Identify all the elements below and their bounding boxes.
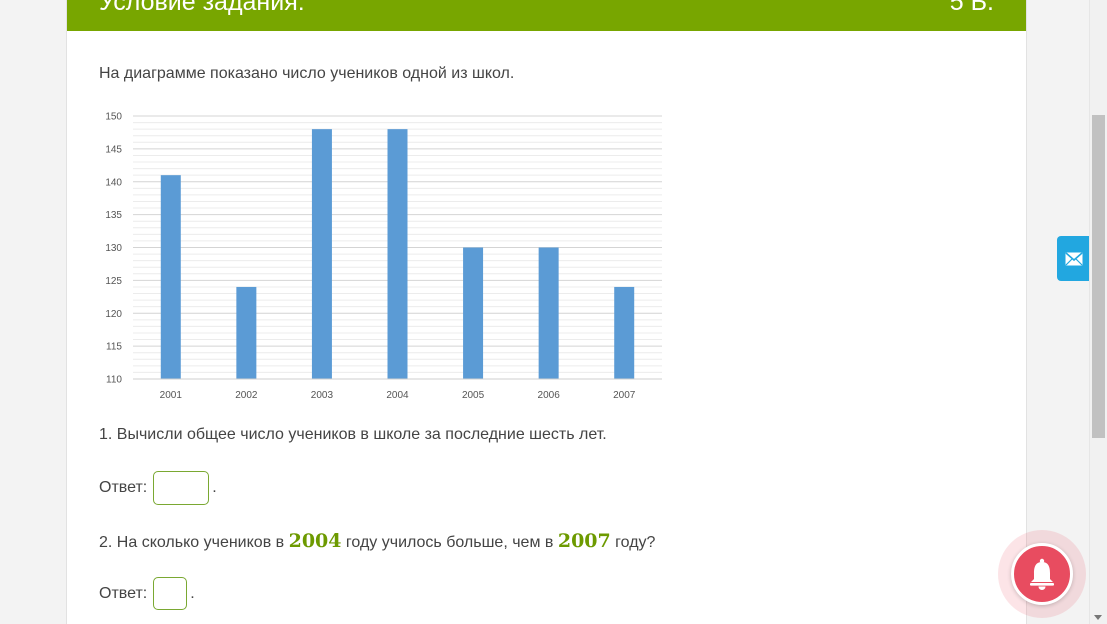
envelope-icon [1065, 251, 1083, 265]
answer-suffix-1: . [212, 479, 217, 496]
task-points: 5 Б. [949, 0, 994, 16]
question-2-after: году? [610, 534, 656, 551]
x-tick-label: 2007 [613, 390, 636, 401]
answer-row-1: Ответ: . [99, 471, 217, 505]
x-tick-label: 2001 [160, 390, 183, 401]
y-tick-label: 135 [105, 210, 122, 221]
task-title: Условие задания: [99, 0, 305, 16]
y-tick-label: 145 [105, 144, 122, 155]
answer-input-1[interactable] [153, 471, 210, 505]
bar [614, 286, 635, 379]
students-bar-chart: 110 115 120 125 130 135 140 145 150 2001 2002 2003 2… [105, 112, 662, 401]
bar [538, 247, 559, 379]
y-tick-label: 150 [105, 112, 122, 123]
notifications-halo [998, 530, 1086, 618]
bar [463, 247, 484, 379]
bar [387, 129, 408, 379]
y-tick-label: 120 [105, 309, 122, 320]
scrollbar-thumb[interactable] [1092, 115, 1105, 438]
scroll-down-arrow-icon[interactable] [1094, 615, 1102, 620]
question-1: 1. Вычисли общее число учеников в школе … [99, 426, 607, 443]
x-tick-label: 2002 [235, 390, 258, 401]
y-tick-label: 125 [105, 276, 122, 287]
bar [236, 286, 257, 379]
y-tick-label: 130 [105, 243, 122, 254]
feedback-mail-button[interactable] [1057, 236, 1091, 281]
question-2: 2. На сколько учеников в 2004 году учило… [99, 530, 655, 552]
answer-label-1: Ответ: [99, 479, 148, 496]
question-2-middle: году училось больше, чем в [341, 534, 558, 551]
question-2-year-b: 2007 [557, 530, 611, 552]
y-tick-label: 115 [106, 342, 122, 353]
task-intro: На диаграмме показано число учеников одн… [99, 65, 515, 82]
question-2-year-a: 2004 [288, 530, 342, 552]
answer-label-2: Ответ: [99, 584, 148, 602]
question-2-before: 2. На сколько учеников в [99, 534, 289, 551]
bar [311, 129, 332, 379]
answer-row-2: Ответ: . [99, 577, 195, 610]
task-card: Условие задания: 5 Б. На диаграмме показ… [66, 0, 1027, 624]
x-tick-label: 2005 [462, 390, 485, 401]
bar [160, 175, 181, 379]
notifications-button[interactable] [1011, 543, 1073, 605]
x-tick-label: 2003 [311, 390, 334, 401]
bell-icon [1030, 558, 1054, 590]
x-tick-label: 2006 [538, 390, 561, 401]
y-tick-label: 110 [106, 375, 122, 386]
page-scrollbar[interactable] [1089, 0, 1107, 624]
task-header: Условие задания: 5 Б. [67, 0, 1026, 31]
x-tick-label: 2004 [386, 390, 409, 401]
y-tick-label: 140 [105, 177, 122, 188]
answer-suffix-2: . [190, 584, 195, 602]
answer-input-2[interactable] [153, 577, 188, 610]
